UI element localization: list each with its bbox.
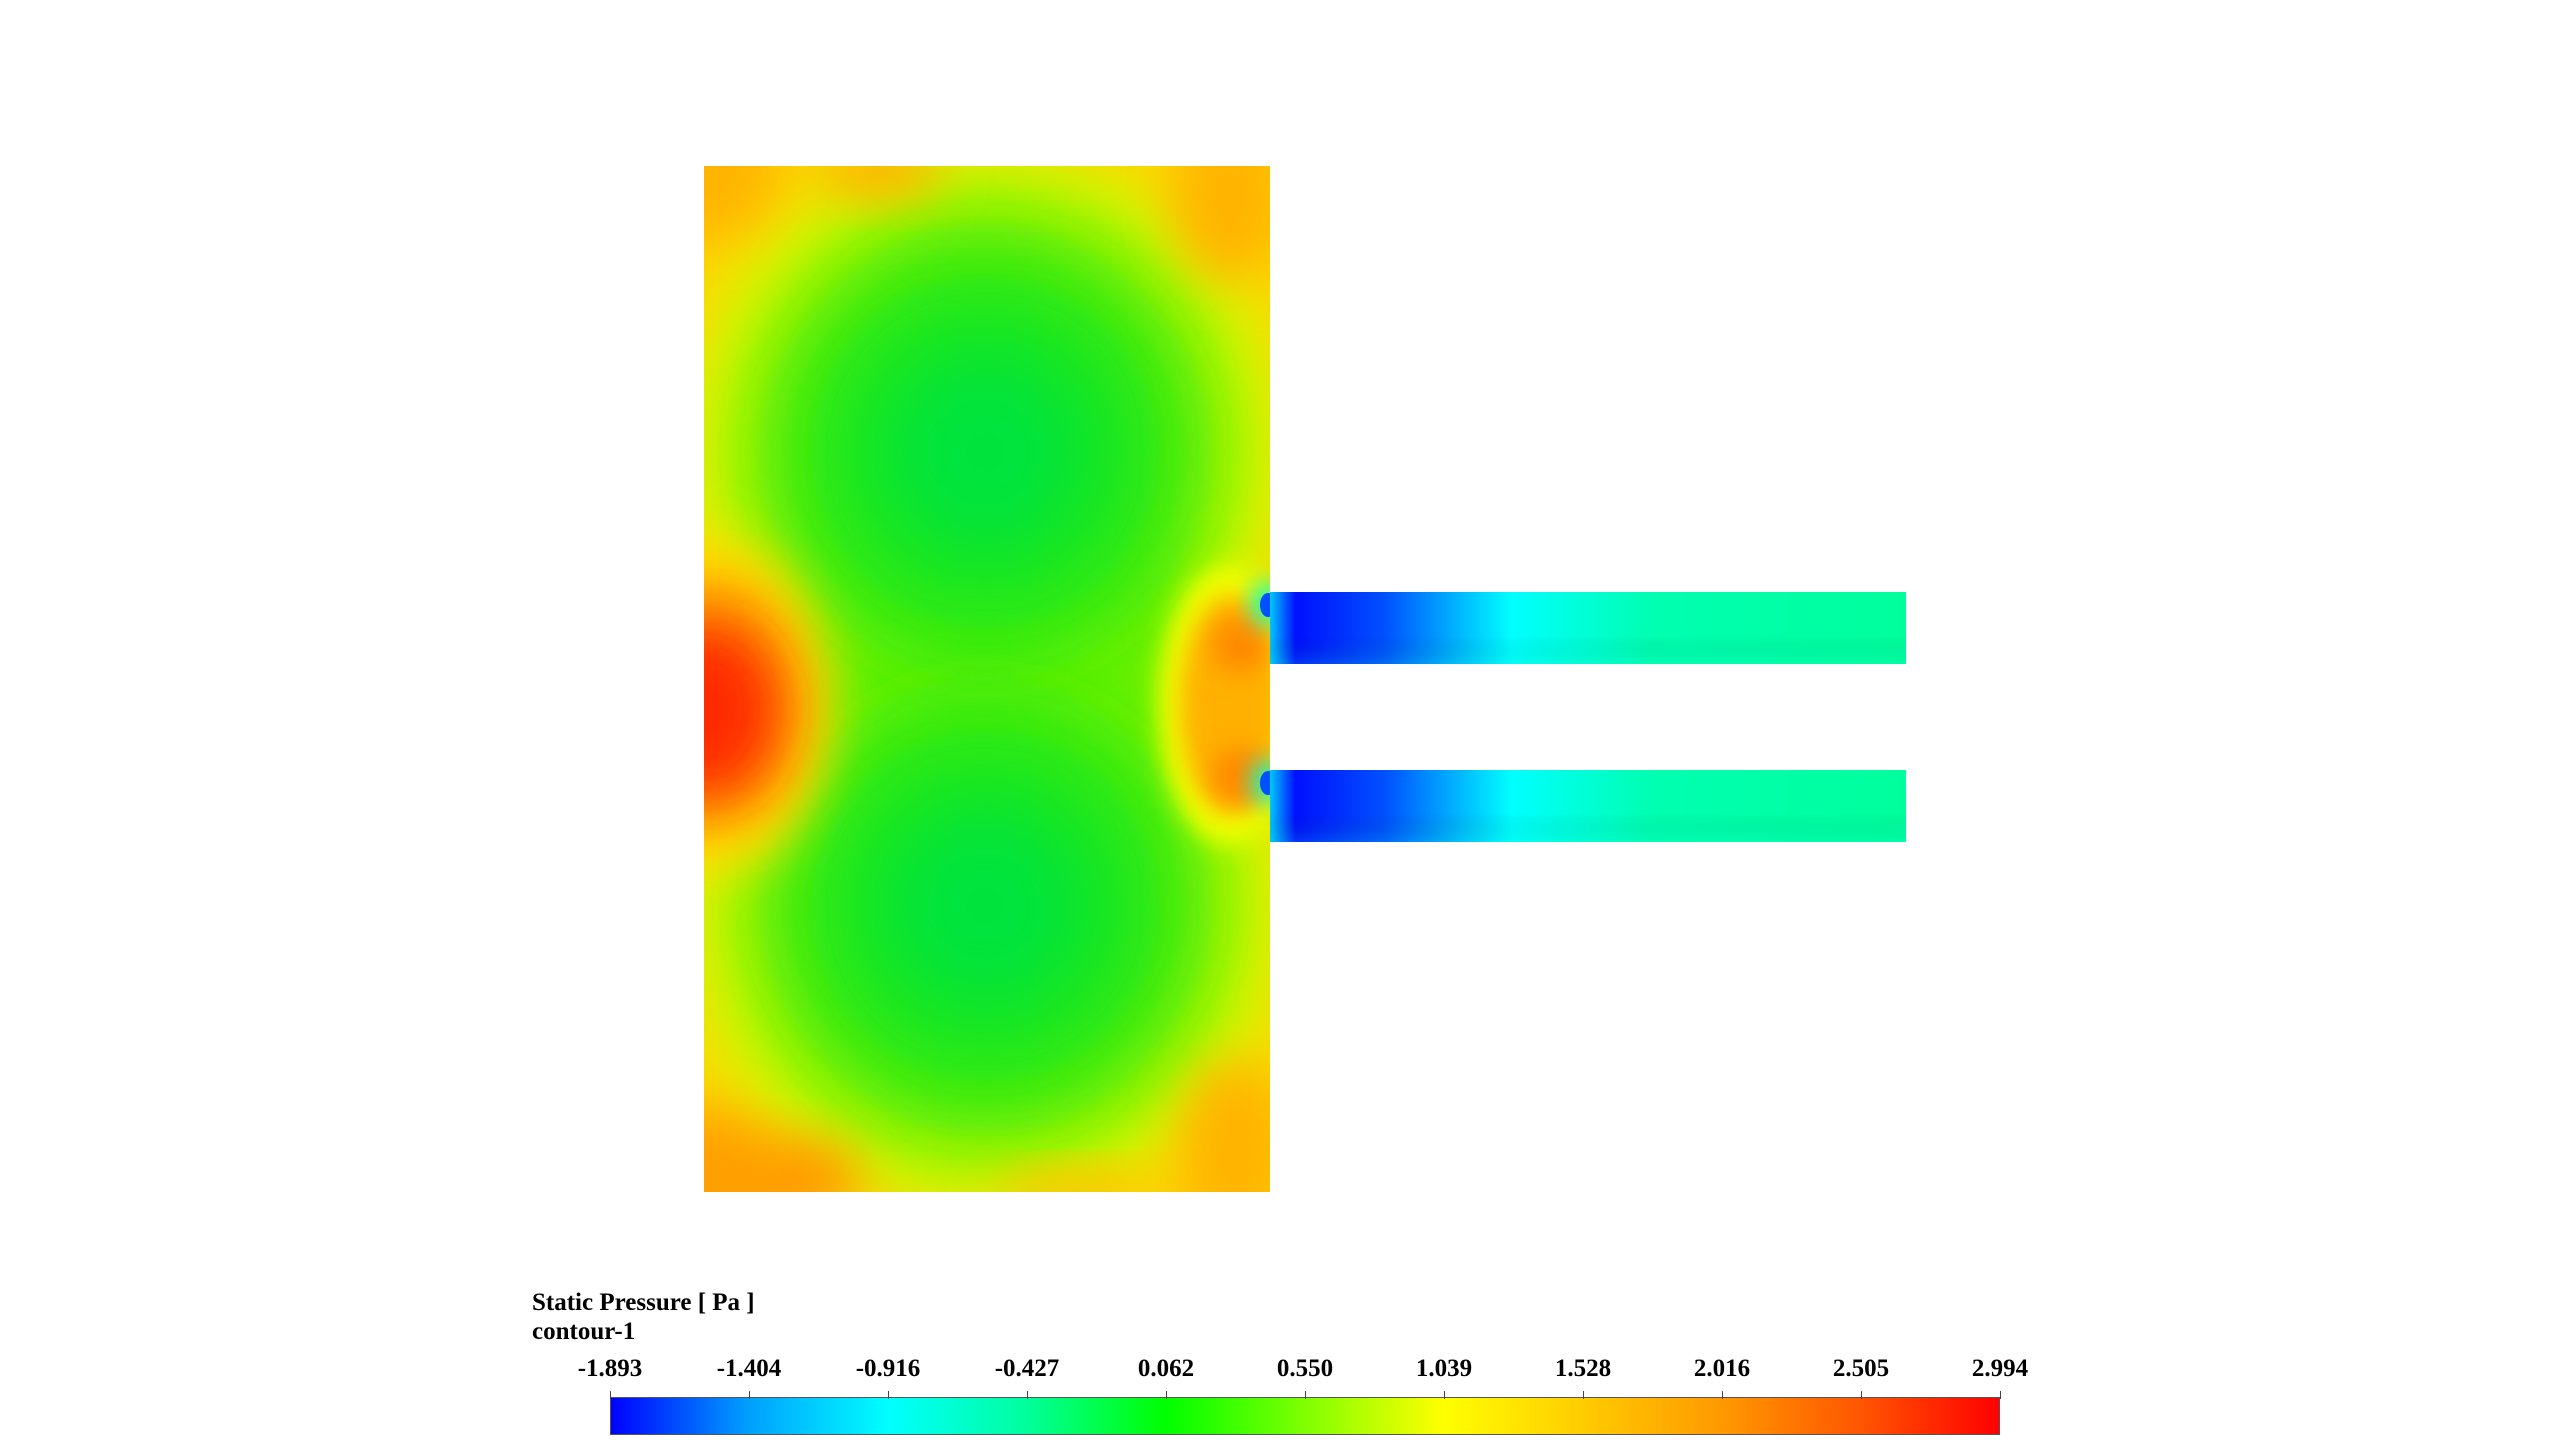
colorbar-tick-mark bbox=[1583, 1391, 1584, 1399]
colorbar-tick-mark bbox=[1166, 1391, 1167, 1399]
colorbar-tick-mark bbox=[1722, 1391, 1723, 1399]
colorbar-tick-mark bbox=[749, 1391, 750, 1399]
colorbar-tick-label: 1.039 bbox=[1415, 1355, 1473, 1382]
colorbar-gradient bbox=[610, 1397, 2000, 1435]
colorbar-tick-label: -1.404 bbox=[716, 1355, 782, 1382]
colorbar-tick-mark bbox=[1305, 1391, 1306, 1399]
colorbar-tick-label: 2.016 bbox=[1693, 1355, 1751, 1382]
colorbar-tick-labels: -1.893 -1.404 -0.916 -0.427 0.062 0.550 1.039 1… bbox=[0, 1354, 2560, 1384]
colorbar-tick-mark bbox=[888, 1391, 889, 1399]
colorbar-tick-label: 2.505 bbox=[1832, 1355, 1890, 1382]
colorbar-tick-label: 1.528 bbox=[1554, 1355, 1612, 1382]
legend-title: Static Pressure [ Pa ] bbox=[532, 1289, 755, 1316]
lower-outlet-channel bbox=[1270, 770, 1906, 842]
colorbar-tick-mark bbox=[2000, 1391, 2001, 1399]
colorbar-tick-mark bbox=[1861, 1391, 1862, 1399]
colorbar-tick-label: 0.062 bbox=[1137, 1355, 1195, 1382]
colorbar bbox=[610, 1397, 2000, 1435]
colorbar-tick-label: -0.916 bbox=[855, 1355, 921, 1382]
colorbar-tick-label: -1.893 bbox=[577, 1355, 643, 1382]
colorbar-tick-mark bbox=[1444, 1391, 1445, 1399]
legend-subtitle: contour-1 bbox=[532, 1318, 636, 1345]
chamber-region bbox=[704, 166, 1270, 1192]
upper-outlet-channel bbox=[1270, 592, 1906, 664]
colorbar-tick-label: -0.427 bbox=[994, 1355, 1060, 1382]
colorbar-tick-mark bbox=[1027, 1391, 1028, 1399]
colorbar-tick-label: 0.550 bbox=[1276, 1355, 1334, 1382]
colorbar-tick-mark bbox=[610, 1391, 611, 1399]
colorbar-tick-label: 2.994 bbox=[1971, 1355, 2029, 1382]
